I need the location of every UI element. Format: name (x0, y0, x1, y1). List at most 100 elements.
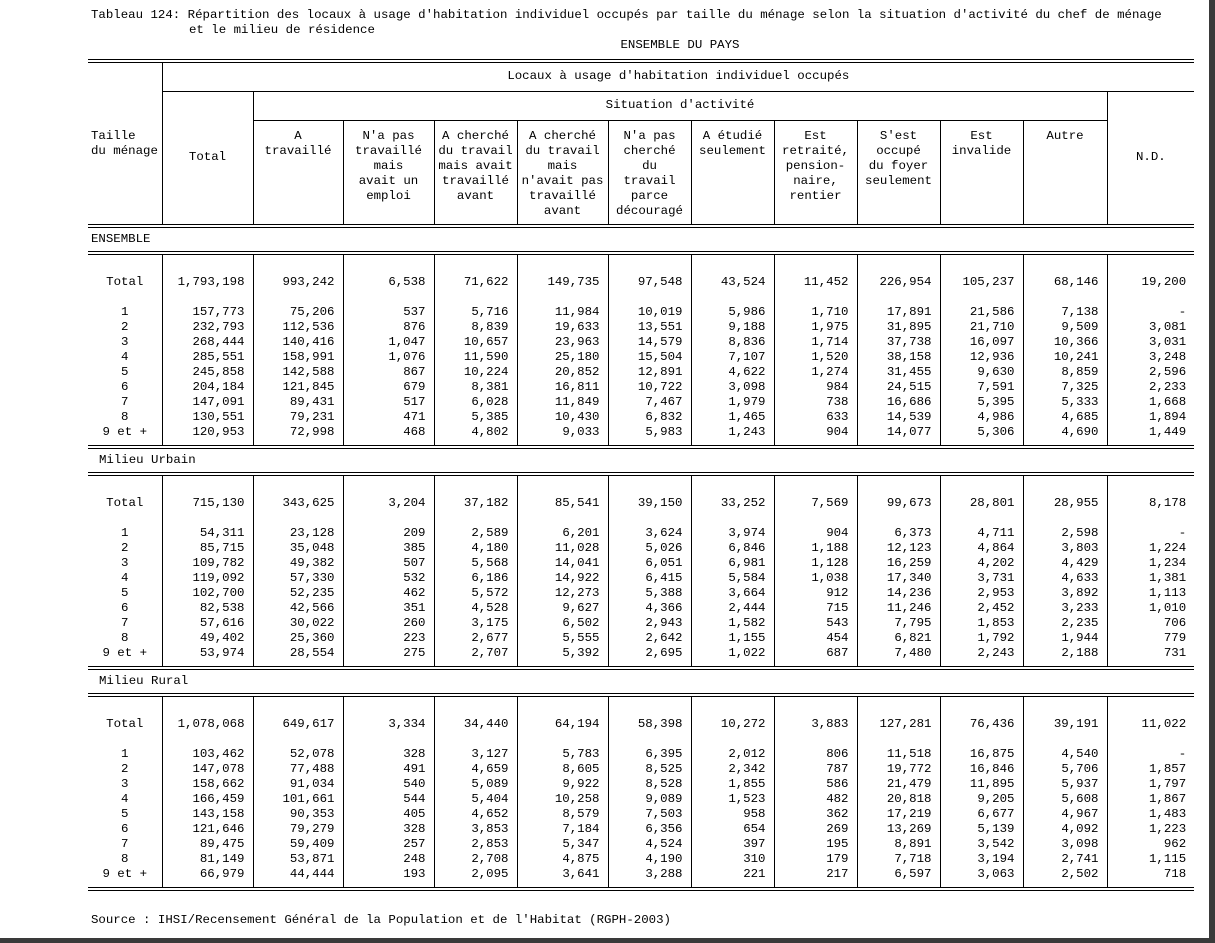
table-cell: 3,974 (690, 526, 774, 541)
table-cell: 2,741 (1022, 852, 1107, 867)
table-row: 2 85,715 35,048 385 4,180 11,028 5,026 6,846 1,1… (88, 541, 1195, 556)
table-cell: 28,801 (939, 496, 1023, 511)
table-cell: 75,206 (252, 305, 343, 320)
table-cell: 9,627 (516, 601, 608, 616)
table-cell: 3,063 (939, 867, 1023, 882)
table-row: 3 109,782 49,382 507 5,568 14,041 6,051 6,981 1,… (88, 556, 1195, 571)
table-cell: 8,178 (1106, 496, 1195, 511)
table-cell: 806 (773, 747, 857, 762)
header-activity-column: Autre (1022, 119, 1107, 226)
table-cell: 4,864 (939, 541, 1023, 556)
table-cell: 21,710 (939, 320, 1023, 335)
table-cell: 3,624 (607, 526, 691, 541)
table-cell: 285,551 (161, 350, 253, 365)
table-cell: 1,188 (773, 541, 857, 556)
table-cell: 99,673 (856, 496, 940, 511)
table-cell: 6,538 (342, 275, 434, 290)
table-cell: 14,077 (856, 425, 940, 440)
table-cell: 149,735 (516, 275, 608, 290)
table-cell: 482 (773, 792, 857, 807)
table-cell: 6,597 (856, 867, 940, 882)
table-cell: 64,194 (516, 717, 608, 732)
table-cell: 779 (1106, 631, 1195, 646)
spacer-row (88, 440, 1195, 447)
table-cell: 5,089 (433, 777, 517, 792)
table-cell: 11,022 (1106, 717, 1195, 732)
table-cell: 4,180 (433, 541, 517, 556)
table-cell: 471 (342, 410, 434, 425)
spacer-row (88, 661, 1195, 668)
table-cell: 1,155 (690, 631, 774, 646)
table-cell: 2,953 (939, 586, 1023, 601)
table-cell: 1,381 (1106, 571, 1195, 586)
table-cell: 147,078 (161, 762, 253, 777)
table-cell: 226,954 (856, 275, 940, 290)
table-row: 8 81,149 53,871 248 2,708 4,875 4,190 310 179 7,7… (88, 852, 1195, 867)
row-label: 8 (121, 631, 129, 645)
table-cell: 10,722 (607, 380, 691, 395)
table-cell: 2,452 (939, 601, 1023, 616)
table-cell: 687 (773, 646, 857, 661)
table-row: 2 147,078 77,488 491 4,659 8,605 8,525 2,342 787… (88, 762, 1195, 777)
table-cell: 738 (773, 395, 857, 410)
table-cell: 57,330 (252, 571, 343, 586)
table-cell: 245,858 (161, 365, 253, 380)
table-cell: 4,190 (607, 852, 691, 867)
table-row: 4 285,551 158,991 1,076 11,590 25,180 15,504 7,… (88, 350, 1195, 365)
table-cell: 405 (342, 807, 434, 822)
table-cell: 993,242 (252, 275, 343, 290)
row-label: 3 (121, 556, 129, 570)
table-row: 8 49,402 25,360 223 2,677 5,555 2,642 1,155 454 6… (88, 631, 1195, 646)
table-cell: 37,738 (856, 335, 940, 350)
table-row: 2 232,793 112,536 876 8,839 19,633 13,551 9,188… (88, 320, 1195, 335)
table-cell: 5,026 (607, 541, 691, 556)
table-cell: 81,149 (161, 852, 253, 867)
table-row: 6 82,538 42,566 351 4,528 9,627 4,366 2,444 715 1… (88, 601, 1195, 616)
row-label: 7 (121, 395, 129, 409)
table-cell: 1,857 (1106, 762, 1195, 777)
total-row: Total 1,078,068 649,617 3,334 34,440 64,194 58… (88, 717, 1195, 732)
table-cell: 10,657 (433, 335, 517, 350)
table-cell: 2,642 (607, 631, 691, 646)
table-cell: 2,233 (1106, 380, 1195, 395)
spacer-row (88, 472, 1195, 496)
table-cell: 12,123 (856, 541, 940, 556)
table-cell: 4,802 (433, 425, 517, 440)
table-cell: 119,092 (161, 571, 253, 586)
table-cell: 76,436 (939, 717, 1023, 732)
spacer-row (88, 732, 1195, 747)
table-cell: 1,128 (773, 556, 857, 571)
table-row: 7 89,475 59,409 257 2,853 5,347 4,524 397 195 8,8… (88, 837, 1195, 852)
header-activity-column: Est retraité, pension- naire, rentier (773, 119, 857, 226)
table-cell: 1,975 (773, 320, 857, 335)
table-cell: 275 (342, 646, 434, 661)
table-cell: 544 (342, 792, 434, 807)
table-cell: 1,714 (773, 335, 857, 350)
table-cell: 2,342 (690, 762, 774, 777)
table-cell: 4,685 (1022, 410, 1107, 425)
table-cell: 1,113 (1106, 586, 1195, 601)
table-cell: 2,708 (433, 852, 517, 867)
table-cell: 31,455 (856, 365, 940, 380)
table-cell: 68,146 (1022, 275, 1107, 290)
table-cell: 5,306 (939, 425, 1023, 440)
table-cell: 66,979 (161, 867, 253, 882)
table-row: 1 157,773 75,206 537 5,716 11,984 10,019 5,986 1… (88, 305, 1195, 320)
table-cell: 1,523 (690, 792, 774, 807)
table-row: 7 147,091 89,431 517 6,028 11,849 7,467 1,979 73… (88, 395, 1195, 410)
table-cell: 21,479 (856, 777, 940, 792)
header-locaux-occupes: Locaux à usage d'habitation individuel o… (161, 59, 1195, 91)
table-cell: 90,353 (252, 807, 343, 822)
table-cell: 10,430 (516, 410, 608, 425)
table-cell: 49,402 (161, 631, 253, 646)
table-cell: 14,922 (516, 571, 608, 586)
table-cell: 9,188 (690, 320, 774, 335)
table-cell: 468 (342, 425, 434, 440)
table-cell: 8,605 (516, 762, 608, 777)
table-cell: 2,598 (1022, 526, 1107, 541)
table-cell: 1,793,198 (161, 275, 253, 290)
table-cell: 867 (342, 365, 434, 380)
row-label: 8 (121, 852, 129, 866)
table-cell: 1,115 (1106, 852, 1195, 867)
table-cell: 4,986 (939, 410, 1023, 425)
